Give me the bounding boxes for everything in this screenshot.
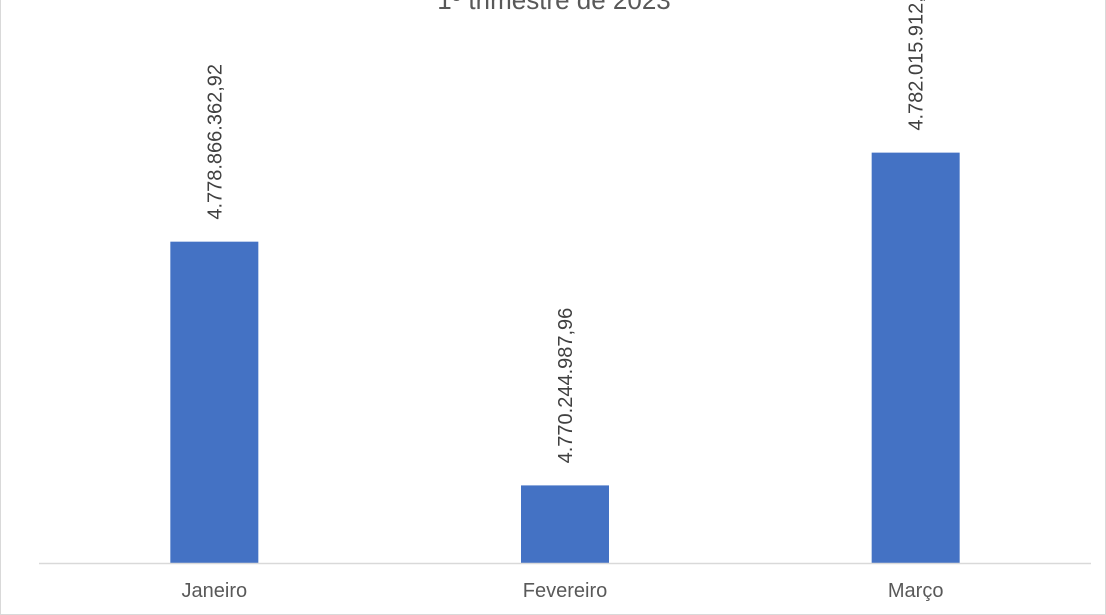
bar-0	[170, 241, 259, 563]
x-tick-label-1: Fevereiro	[523, 580, 607, 602]
x-tick-label-0: Janeiro	[182, 580, 248, 602]
bar-2	[871, 152, 960, 564]
data-label-0: 4.778.866.362,92	[204, 64, 226, 220]
chart-title: 1º trimestre de 2023	[437, 0, 671, 15]
data-label-2: 4.782.015.912,14	[906, 0, 928, 131]
bar-1	[521, 485, 609, 563]
x-tick-label-2: Março	[888, 580, 944, 602]
data-label-1: 4.770.244.987,96	[555, 308, 577, 464]
